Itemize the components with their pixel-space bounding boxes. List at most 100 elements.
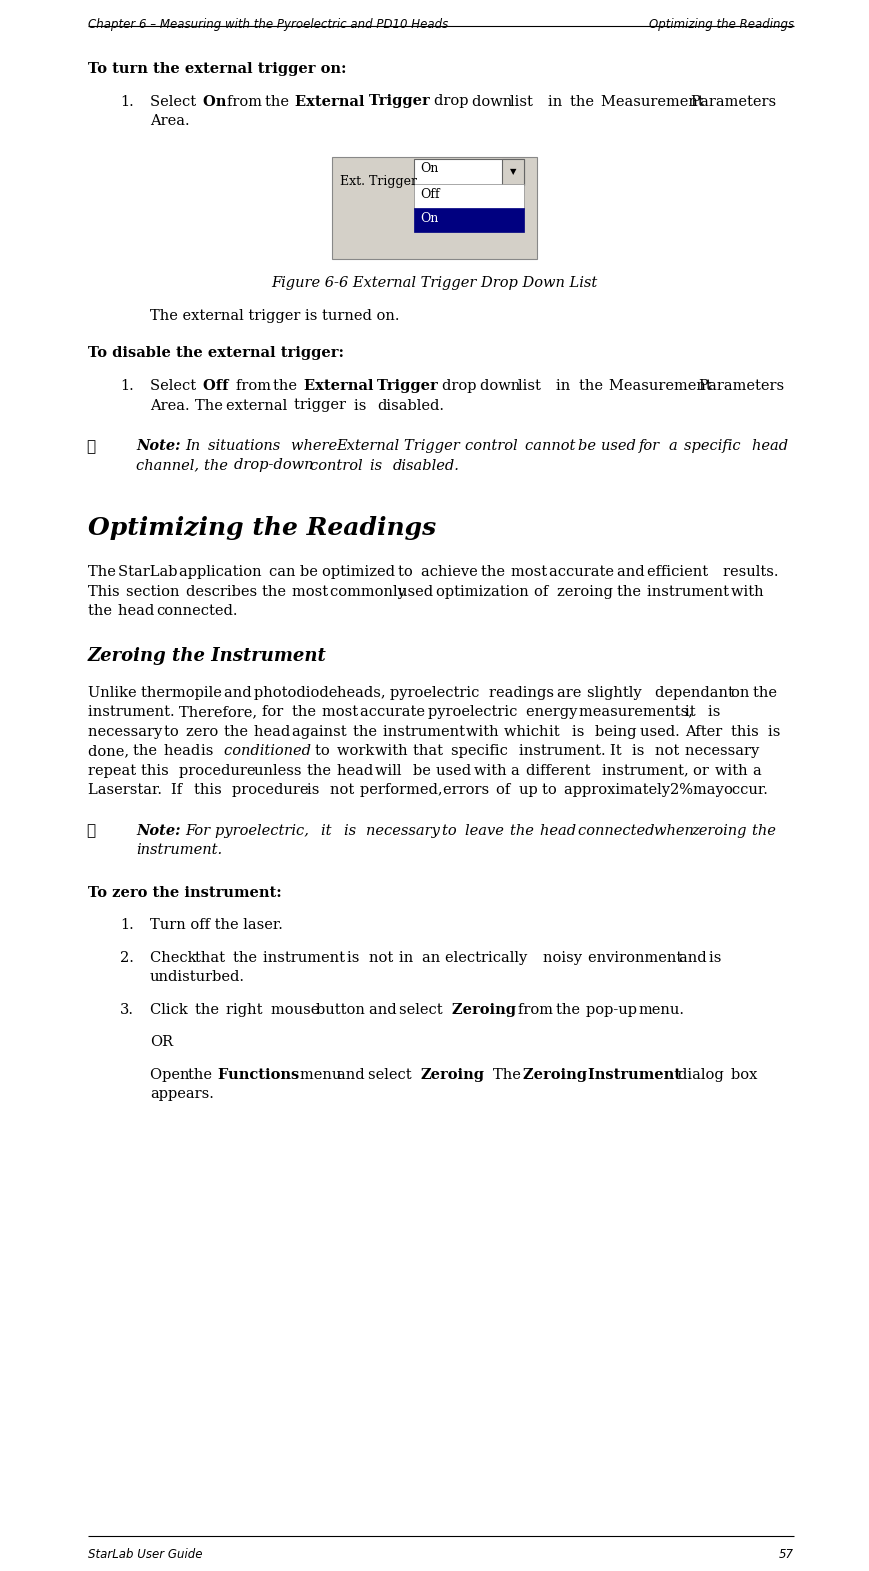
Text: in: in — [547, 94, 567, 108]
Text: are: are — [557, 685, 586, 699]
Bar — [502, 159, 524, 184]
Text: Figure 6-6 External Trigger Drop Down List: Figure 6-6 External Trigger Drop Down Li… — [271, 276, 598, 291]
Text: After: After — [686, 724, 727, 738]
Text: head: head — [337, 764, 378, 778]
Text: with: with — [731, 584, 768, 599]
Text: heads,: heads, — [337, 685, 391, 699]
Text: Trigger: Trigger — [377, 379, 443, 393]
Text: Off: Off — [203, 379, 234, 393]
Text: 👉: 👉 — [86, 823, 95, 839]
Text: To turn the external trigger on:: To turn the external trigger on: — [88, 61, 347, 75]
Text: the: the — [233, 950, 262, 965]
Text: dialog: dialog — [679, 1068, 729, 1081]
Text: a: a — [511, 764, 525, 778]
Text: not: not — [369, 950, 398, 965]
Text: The: The — [196, 399, 228, 413]
Text: Trigger: Trigger — [369, 94, 434, 108]
Text: that: that — [196, 950, 230, 965]
Text: electrically: electrically — [445, 950, 532, 965]
Text: an: an — [422, 950, 445, 965]
Text: the: the — [196, 1002, 224, 1016]
Text: appears.: appears. — [150, 1087, 214, 1101]
Text: mouse: mouse — [271, 1002, 324, 1016]
Text: the: the — [481, 566, 510, 580]
Text: photodiode: photodiode — [255, 685, 342, 699]
Text: instrument.: instrument. — [136, 844, 222, 858]
Text: undisturbed.: undisturbed. — [150, 969, 245, 983]
Text: and: and — [680, 950, 712, 965]
Text: used.: used. — [640, 724, 684, 738]
Text: Check: Check — [150, 950, 201, 965]
Text: the: the — [262, 584, 290, 599]
Text: 1.: 1. — [120, 379, 134, 393]
Text: Optimizing the Readings: Optimizing the Readings — [649, 17, 794, 31]
Text: procedure: procedure — [179, 764, 260, 778]
Text: It: It — [610, 745, 626, 757]
Text: control: control — [465, 438, 522, 452]
Text: and: and — [224, 685, 256, 699]
Text: from: from — [235, 379, 275, 393]
Text: The: The — [88, 566, 121, 580]
Text: the: the — [292, 705, 321, 720]
Text: Instrument: Instrument — [588, 1068, 687, 1081]
Text: On: On — [420, 212, 438, 226]
Text: channel,: channel, — [136, 459, 203, 473]
Text: head: head — [118, 603, 159, 617]
Text: is: is — [344, 823, 361, 837]
Text: necessary: necessary — [88, 724, 167, 738]
Text: On: On — [420, 162, 438, 176]
Text: Area.: Area. — [150, 115, 189, 127]
Text: OR: OR — [150, 1035, 173, 1049]
Text: not: not — [655, 745, 684, 757]
Text: may: may — [693, 782, 728, 796]
Text: button: button — [316, 1002, 370, 1016]
Text: The external trigger is turned on.: The external trigger is turned on. — [150, 309, 400, 324]
Text: achieve: achieve — [421, 566, 482, 580]
Text: repeat: repeat — [88, 764, 141, 778]
Text: Select: Select — [150, 94, 201, 108]
Text: energy: energy — [527, 705, 582, 720]
Text: it: it — [686, 705, 700, 720]
Text: Therefore,: Therefore, — [179, 705, 262, 720]
Text: is: is — [709, 950, 726, 965]
Text: is: is — [633, 745, 649, 757]
Text: to: to — [163, 724, 183, 738]
Text: 3.: 3. — [120, 1002, 134, 1016]
Bar — [414, 159, 524, 184]
Text: where: where — [291, 438, 342, 452]
Text: optimized: optimized — [322, 566, 400, 580]
Text: Unlike: Unlike — [88, 685, 142, 699]
Text: the: the — [308, 764, 335, 778]
Text: head: head — [163, 745, 204, 757]
Text: zeroing: zeroing — [692, 823, 752, 837]
Text: list: list — [510, 94, 537, 108]
Text: is: is — [308, 782, 324, 796]
Text: drop: drop — [434, 94, 474, 108]
Text: not: not — [330, 782, 359, 796]
Text: Note:: Note: — [136, 438, 186, 452]
Text: on: on — [731, 685, 753, 699]
Text: zeroing: zeroing — [557, 584, 617, 599]
Text: menu.: menu. — [639, 1002, 685, 1016]
Text: results.: results. — [723, 566, 783, 580]
Text: 2.: 2. — [120, 950, 134, 965]
Text: be: be — [300, 566, 322, 580]
Text: this: this — [141, 764, 173, 778]
Text: Parameters: Parameters — [692, 94, 781, 108]
Text: be: be — [578, 438, 600, 452]
Text: dependant: dependant — [655, 685, 739, 699]
Text: trigger: trigger — [294, 399, 350, 413]
Text: occur.: occur. — [723, 782, 768, 796]
Text: Select: Select — [150, 379, 201, 393]
Text: list: list — [518, 379, 546, 393]
Text: Trigger: Trigger — [404, 438, 465, 452]
Text: the: the — [753, 685, 782, 699]
Text: the: the — [510, 823, 539, 837]
Text: used: used — [435, 764, 475, 778]
Text: disabled.: disabled. — [393, 459, 460, 473]
Text: instrument.: instrument. — [519, 745, 610, 757]
Text: StarLab: StarLab — [118, 566, 182, 580]
Text: 2%: 2% — [670, 782, 698, 796]
Text: situations: situations — [208, 438, 284, 452]
Text: of: of — [534, 584, 553, 599]
